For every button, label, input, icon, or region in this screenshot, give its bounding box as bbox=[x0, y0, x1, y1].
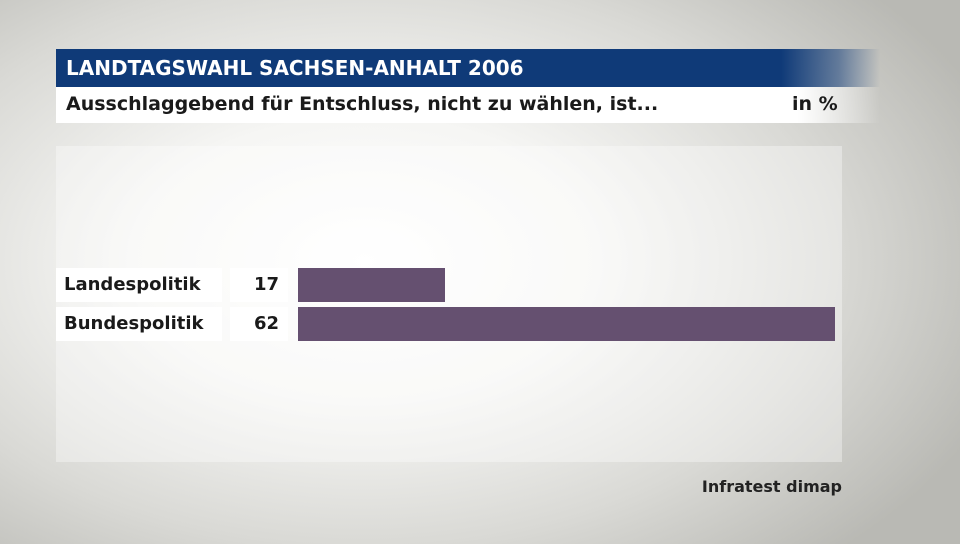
source-label: Infratest dimap bbox=[701, 477, 842, 496]
title-bar: LANDTAGSWAHL SACHSEN-ANHALT 2006 bbox=[56, 49, 880, 87]
category-label-box: Bundespolitik bbox=[56, 307, 222, 341]
value-label-box: 17 bbox=[230, 268, 288, 302]
bar bbox=[298, 268, 445, 302]
plot-area bbox=[56, 146, 842, 462]
unit-label: in % bbox=[792, 93, 838, 115]
value-label: 62 bbox=[253, 313, 279, 334]
chart-subtitle: Ausschlaggebend für Entschluss, nicht zu… bbox=[66, 93, 659, 115]
category-label-box: Landespolitik bbox=[56, 268, 222, 302]
subtitle-bar: Ausschlaggebend für Entschluss, nicht zu… bbox=[56, 87, 880, 123]
category-label: Landespolitik bbox=[64, 274, 201, 295]
chart-title: LANDTAGSWAHL SACHSEN-ANHALT 2006 bbox=[66, 56, 524, 80]
category-label: Bundespolitik bbox=[64, 313, 204, 334]
value-label: 17 bbox=[253, 274, 279, 295]
bar bbox=[298, 307, 835, 341]
value-label-box: 62 bbox=[230, 307, 288, 341]
